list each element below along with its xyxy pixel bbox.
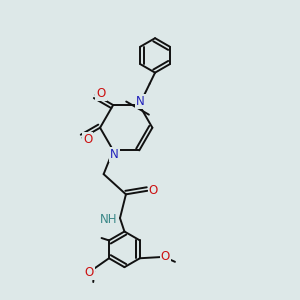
Text: O: O: [161, 250, 170, 263]
Text: NH: NH: [100, 212, 117, 226]
Text: O: O: [83, 133, 92, 146]
Text: N: N: [136, 95, 145, 108]
Text: O: O: [85, 266, 94, 279]
Text: O: O: [96, 87, 106, 100]
Text: N: N: [110, 148, 119, 161]
Text: O: O: [148, 184, 158, 197]
